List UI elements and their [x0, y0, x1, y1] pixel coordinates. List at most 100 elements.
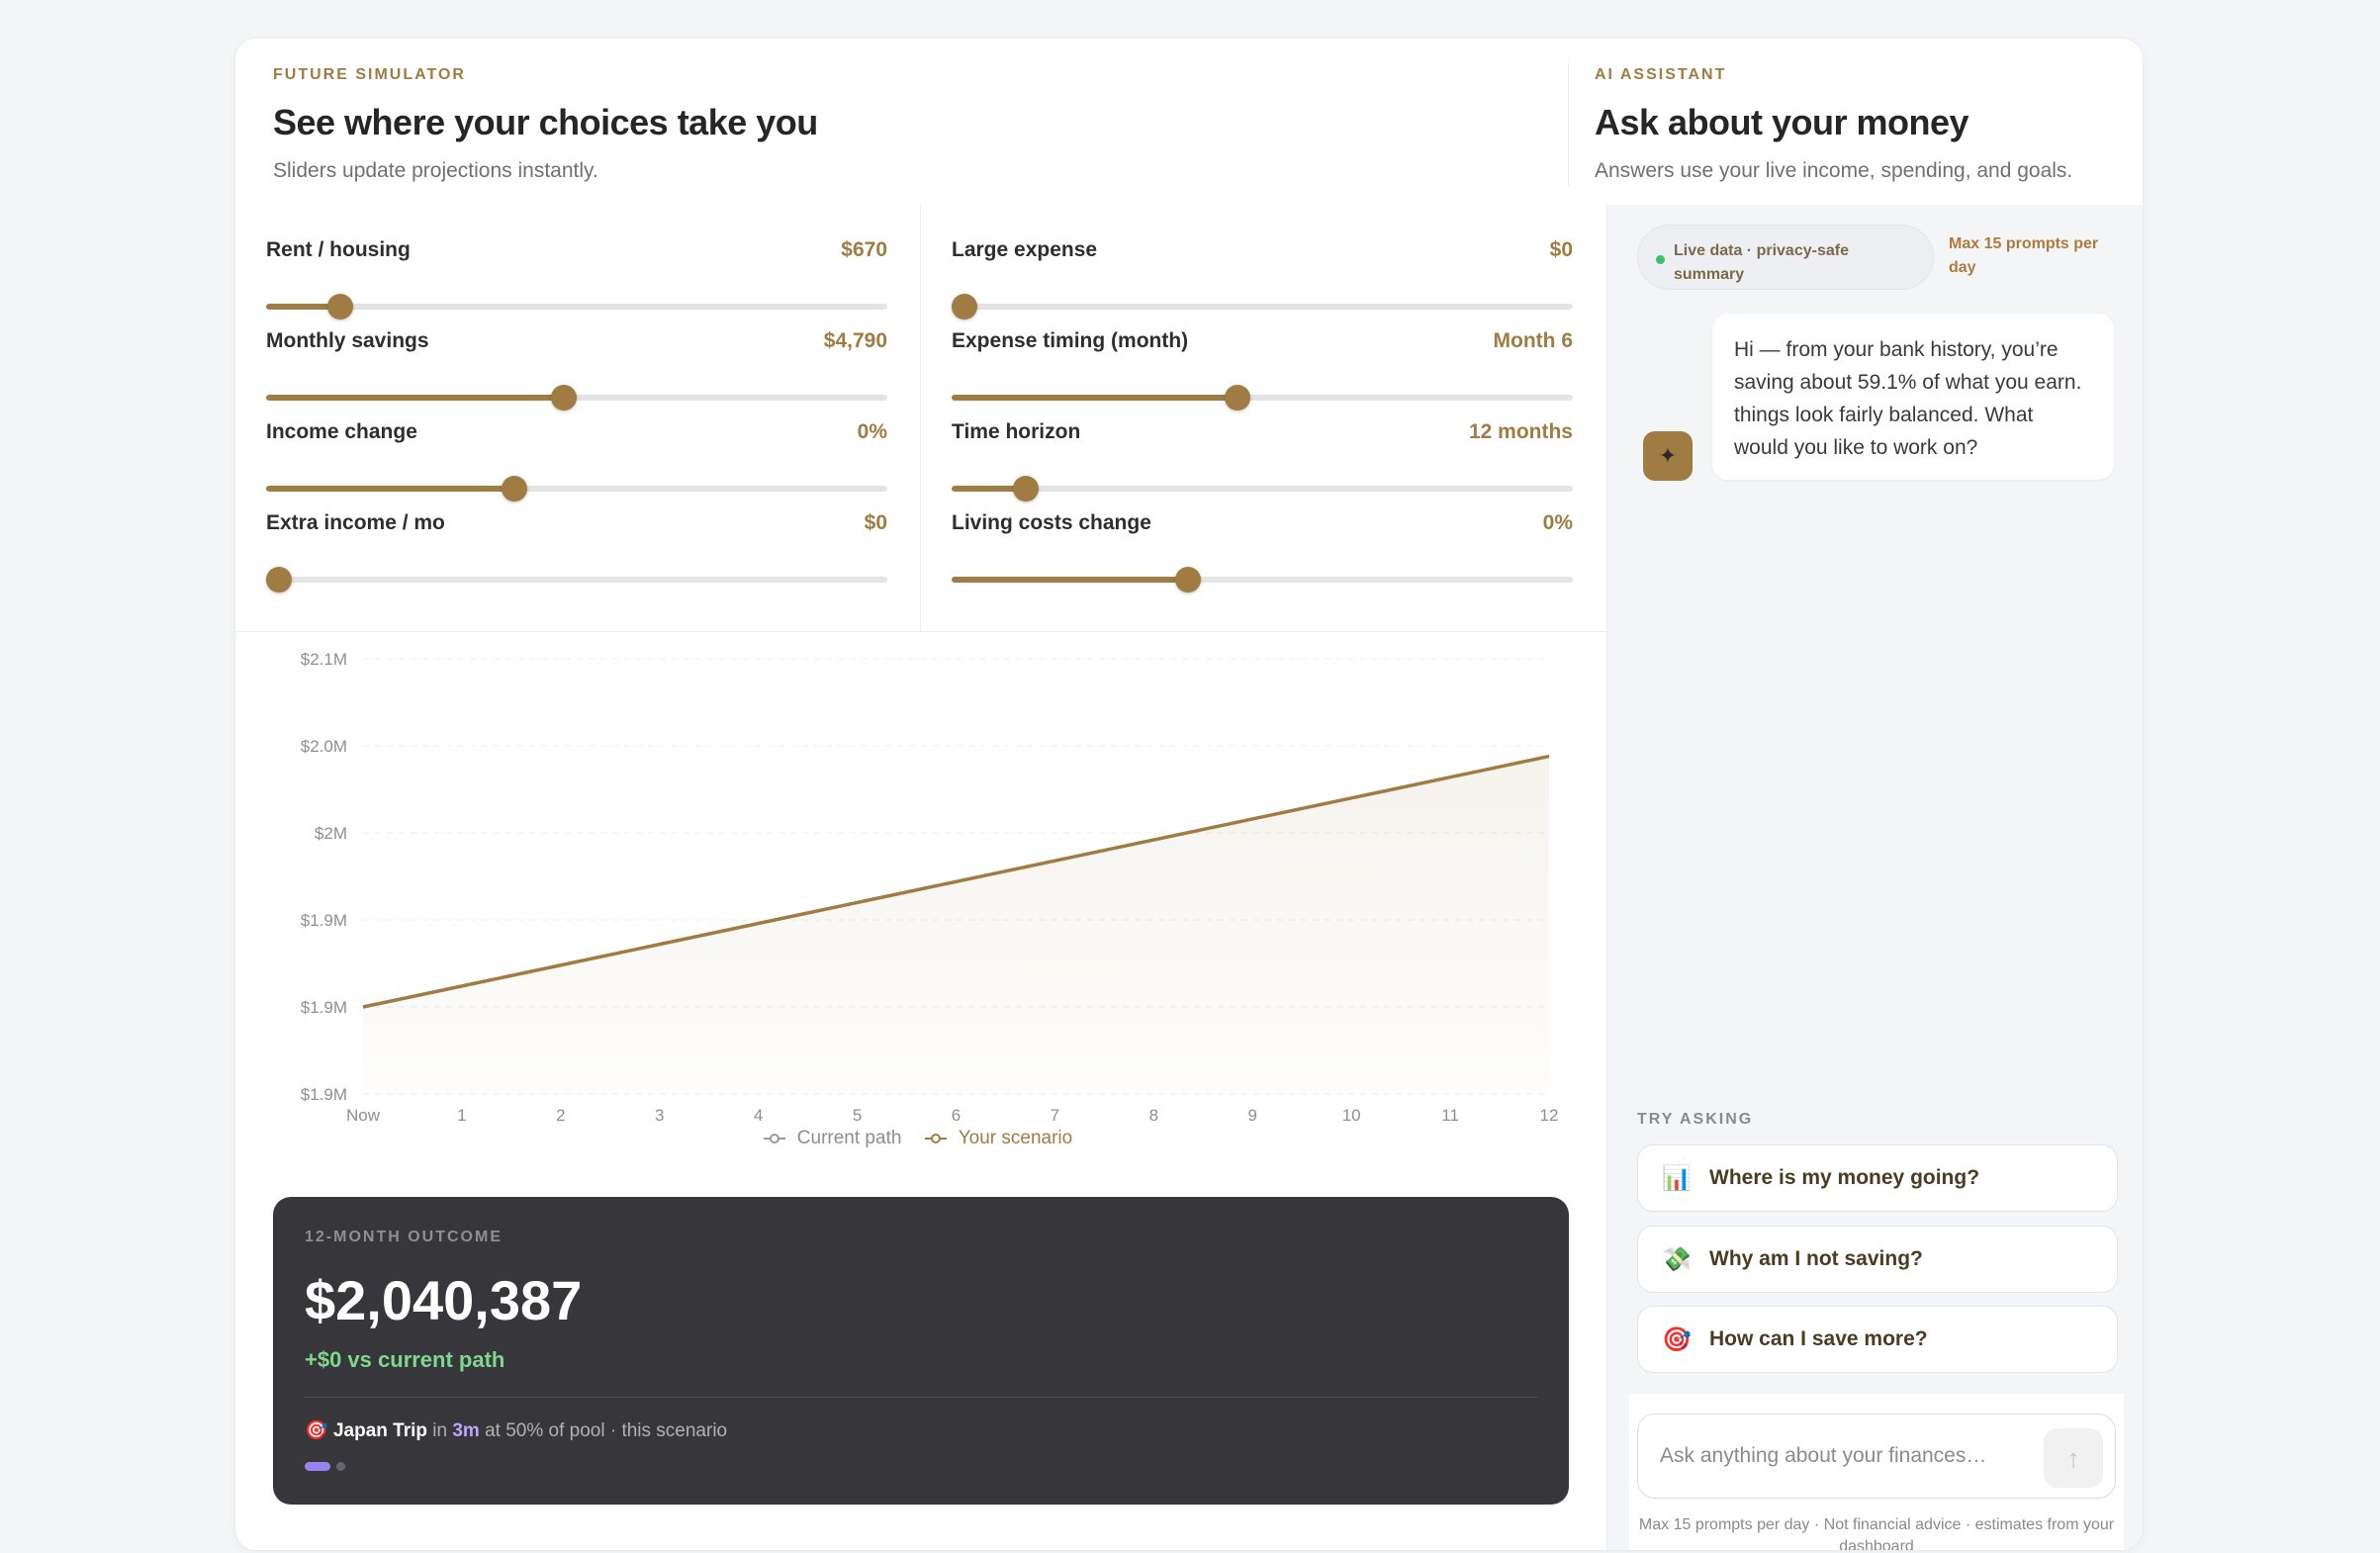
x-tick-label: 4 — [754, 1106, 763, 1125]
pager-dot-active[interactable] — [305, 1462, 330, 1471]
goal-in: in — [432, 1420, 448, 1441]
y-tick-label: $2M — [315, 824, 347, 843]
slider-fill — [266, 395, 565, 401]
target-icon: 🎯 — [1662, 1325, 1692, 1353]
slider-extra-income[interactable]: Extra income / mo $0 — [265, 478, 887, 593]
slider-track[interactable] — [266, 294, 887, 320]
pager-dot[interactable] — [336, 1462, 345, 1471]
x-tick-label: 7 — [1051, 1106, 1059, 1125]
slider-label: Extra income / mo — [266, 511, 445, 534]
x-tick-label: 6 — [952, 1106, 961, 1125]
money-wings-icon: 💸 — [1662, 1245, 1692, 1273]
slider-fill — [266, 304, 341, 310]
y-tick-label: $1.9M — [301, 998, 347, 1017]
slider-value: $670 — [841, 238, 887, 261]
slider-track[interactable] — [266, 476, 887, 502]
suggestion-label: How can I save more? — [1709, 1327, 1928, 1350]
slider-thumb[interactable] — [1013, 476, 1040, 502]
arrow-up-icon: ↑ — [2066, 1442, 2080, 1473]
chat-input[interactable]: Ask anything about your finances… ↑ — [1637, 1414, 2116, 1499]
slider-label: Large expense — [952, 238, 1098, 261]
slider-track[interactable] — [952, 385, 1573, 411]
slider-column-divider — [920, 205, 921, 632]
slider-value: $4,790 — [823, 329, 887, 352]
slider-value: 0% — [857, 420, 887, 443]
outcome-divider — [305, 1397, 1537, 1398]
slider-track[interactable] — [952, 476, 1573, 502]
target-icon: 🎯 — [305, 1420, 328, 1441]
assistant-subtitle: Answers use your live income, spending, … — [1595, 159, 2073, 182]
prompt-limit-note: Max 15 prompts per day — [1949, 235, 2099, 276]
slider-value: $0 — [1549, 238, 1573, 261]
projection-chart: $1.9M $1.9M $1.9M $2M $2.0M $2.1M Now 1 2 3 4 5 6 7 8 9… — [235, 632, 1606, 1206]
assistant-header: AI ASSISTANT Ask about your money Answer… — [1595, 66, 2072, 183]
outcome-amount: $2,040,387 — [305, 1269, 583, 1331]
slider-living-costs-change[interactable]: Living costs change 0% — [952, 478, 1573, 593]
goal-summary: 🎯 Japan Trip in 3m at 50% of pool · this… — [305, 1418, 727, 1442]
slider-thumb[interactable] — [551, 385, 578, 411]
simulator-eyebrow: FUTURE SIMULATOR — [273, 66, 466, 83]
slider-rent-housing[interactable]: Rent / housing $670 — [266, 205, 887, 320]
goal-pager — [305, 1462, 345, 1471]
suggestion-where-money-going[interactable]: 📊 Where is my money going? — [1637, 1144, 2118, 1212]
slider-value: 12 months — [1468, 420, 1573, 443]
try-asking-label: TRY ASKING — [1637, 1111, 1754, 1128]
slider-panel: Rent / housing $670 Large expense $0 Mon… — [235, 205, 1606, 632]
slider-monthly-savings[interactable]: Monthly savings $4,790 — [266, 296, 887, 411]
suggestion-save-more[interactable]: 🎯 How can I save more? — [1637, 1306, 2118, 1373]
x-tick-label: 9 — [1248, 1106, 1257, 1125]
slider-track[interactable] — [952, 567, 1573, 593]
legend-scenario-icon — [924, 1134, 947, 1143]
live-data-pill: Live data · privacy-safe summary — [1637, 225, 1934, 290]
x-tick-label: 12 — [1540, 1106, 1559, 1125]
slider-fill — [266, 486, 515, 492]
send-button[interactable]: ↑ — [2044, 1428, 2103, 1488]
legend-current-icon — [763, 1134, 785, 1143]
slider-label: Expense timing (month) — [952, 329, 1189, 352]
suggestion-label: Why am I not saving? — [1709, 1247, 1923, 1270]
bar-chart-icon: 📊 — [1662, 1164, 1692, 1192]
x-tick-label: 2 — [556, 1106, 565, 1125]
goal-time: 3m — [452, 1420, 480, 1441]
slider-thumb[interactable] — [951, 294, 977, 320]
disclaimer: Max 15 prompts per day · Not financial a… — [1638, 1516, 2115, 1551]
assistant-panel: Live data · privacy-safe summary Max 15 … — [1606, 205, 2143, 1551]
slider-thumb[interactable] — [1224, 385, 1250, 411]
slider-thumb[interactable] — [1174, 567, 1201, 593]
outcome-eyebrow: 12-MONTH OUTCOME — [305, 1229, 503, 1245]
slider-thumb[interactable] — [502, 476, 528, 502]
slider-track[interactable] — [265, 567, 887, 593]
x-tick-label: 3 — [655, 1106, 664, 1125]
x-tick-label: 10 — [1342, 1106, 1361, 1125]
chat-input-placeholder: Ask anything about your finances… — [1660, 1444, 1987, 1467]
chart-legend: Current path Your scenario — [235, 1128, 1606, 1150]
slider-track[interactable] — [266, 385, 887, 411]
slider-value: Month 6 — [1493, 329, 1573, 352]
composer: Ask anything about your finances… ↑ Max … — [1629, 1394, 2124, 1551]
slider-income-change[interactable]: Income change 0% — [266, 387, 887, 502]
slider-thumb[interactable] — [327, 294, 354, 320]
slider-fill — [952, 395, 1237, 401]
suggestion-why-not-saving[interactable]: 💸 Why am I not saving? — [1637, 1226, 2118, 1293]
slider-fill — [952, 486, 1027, 492]
simulator-title: See where your choices take you — [273, 102, 818, 142]
assistant-message: Hi — from your bank history, you’re savi… — [1712, 314, 2114, 480]
slider-track[interactable] — [951, 294, 1573, 320]
legend-current-path[interactable]: Current path — [763, 1128, 908, 1149]
slider-expense-timing[interactable]: Expense timing (month) Month 6 — [952, 296, 1573, 411]
y-tick-label: $1.9M — [301, 1085, 347, 1104]
legend-scenario-label: Your scenario — [958, 1128, 1073, 1148]
simulator-subtitle: Sliders update projections instantly. — [273, 159, 598, 182]
x-tick-label: 11 — [1441, 1106, 1459, 1125]
slider-large-expense[interactable]: Large expense $0 — [951, 205, 1573, 320]
slider-label: Time horizon — [952, 420, 1081, 443]
slider-thumb[interactable] — [265, 567, 292, 593]
slider-value: $0 — [864, 511, 887, 534]
sparkle-icon: ✦ — [1643, 431, 1693, 481]
live-data-label: Live data · privacy-safe summary — [1674, 242, 1849, 283]
legend-your-scenario[interactable]: Your scenario — [924, 1128, 1078, 1149]
slider-value: 0% — [1542, 511, 1573, 534]
outcome-delta: +$0 vs current path — [305, 1347, 505, 1372]
slider-time-horizon[interactable]: Time horizon 12 months — [952, 387, 1573, 502]
